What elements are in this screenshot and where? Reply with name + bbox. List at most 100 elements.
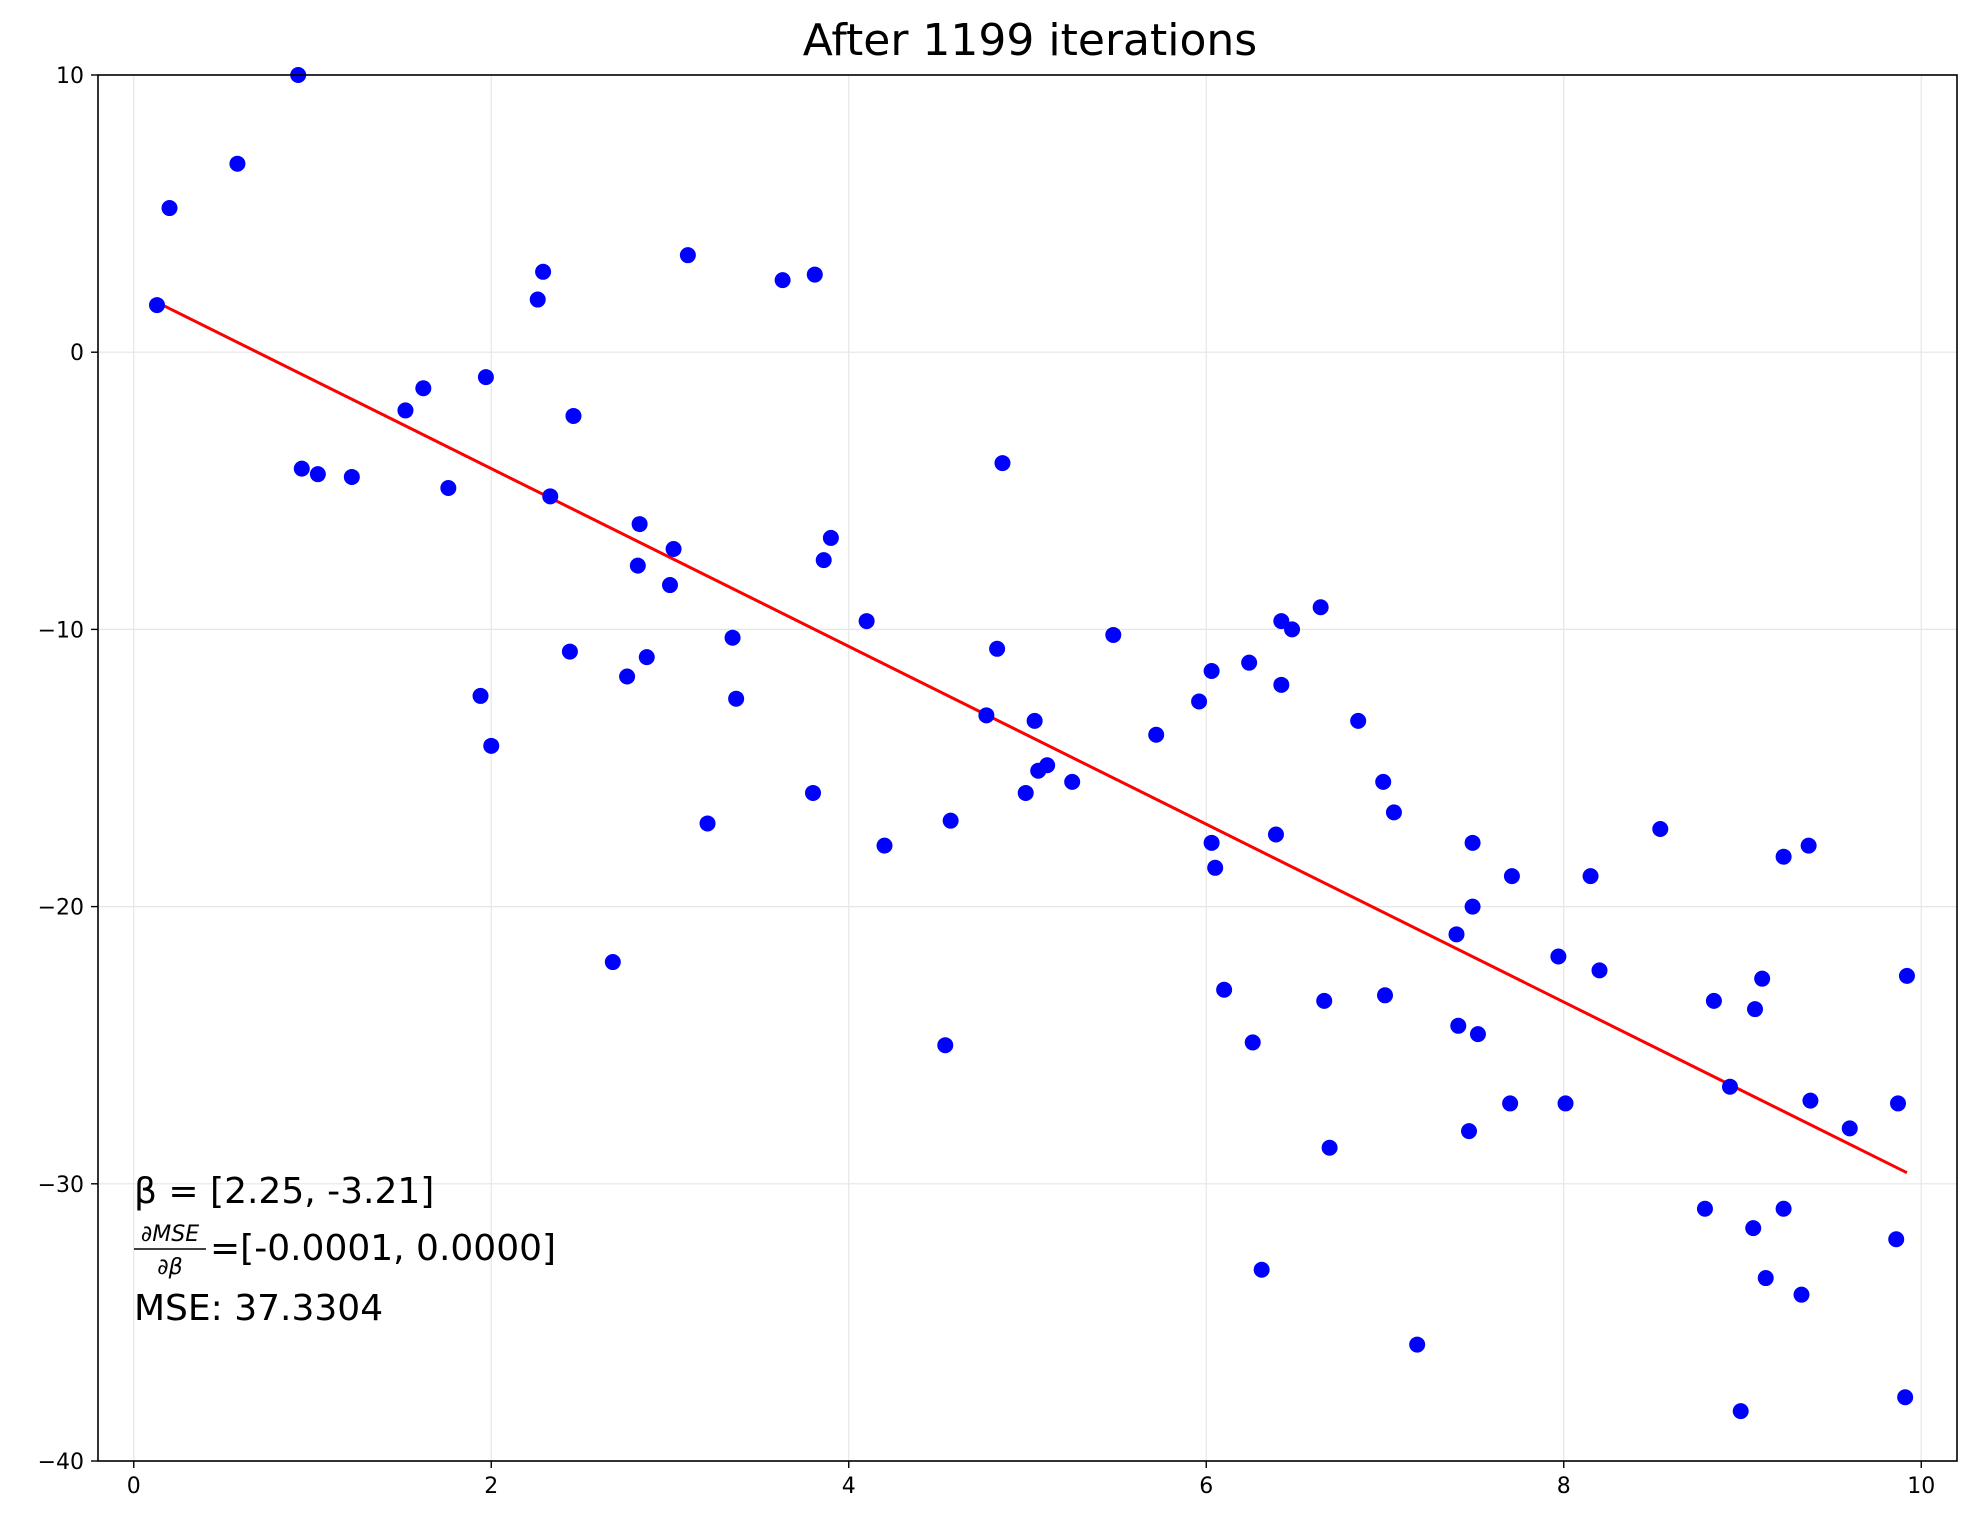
data-point bbox=[293, 460, 310, 477]
data-point bbox=[806, 266, 823, 283]
data-point bbox=[1591, 962, 1608, 979]
x-tick-label: 6 bbox=[1199, 1474, 1213, 1499]
data-point bbox=[1148, 726, 1165, 743]
data-point bbox=[1216, 981, 1233, 998]
data-point bbox=[1802, 1092, 1819, 1109]
x-tick-label: 10 bbox=[1907, 1474, 1935, 1499]
data-point bbox=[604, 954, 621, 971]
data-point bbox=[483, 737, 500, 754]
data-point bbox=[1350, 712, 1367, 729]
x-axis: 0 2 4 6 8 10 bbox=[127, 1461, 1935, 1499]
grid bbox=[98, 74, 1957, 1462]
data-point bbox=[343, 468, 360, 485]
data-point bbox=[858, 613, 875, 630]
data-point bbox=[1191, 693, 1208, 710]
y-tick-label: −40 bbox=[38, 1450, 84, 1475]
data-point bbox=[529, 291, 546, 308]
data-point bbox=[542, 488, 559, 505]
y-tick-label: −10 bbox=[38, 618, 84, 643]
data-point bbox=[1316, 992, 1333, 1009]
data-point bbox=[1754, 970, 1771, 987]
data-point bbox=[1503, 868, 1520, 885]
data-point bbox=[994, 455, 1011, 472]
data-point bbox=[1448, 926, 1465, 943]
y-tick-label: 10 bbox=[56, 64, 84, 89]
data-point bbox=[1557, 1095, 1574, 1112]
data-point bbox=[1652, 820, 1669, 837]
gradient-denominator: ∂β bbox=[157, 1255, 182, 1280]
data-point bbox=[662, 577, 678, 594]
data-point bbox=[679, 247, 696, 264]
y-tick-label: −20 bbox=[38, 896, 84, 921]
y-axis: −40 −30 −20 −10 0 10 bbox=[38, 64, 98, 1475]
data-point bbox=[724, 629, 741, 646]
data-point bbox=[1775, 1200, 1792, 1217]
data-point bbox=[1461, 1123, 1478, 1140]
data-point bbox=[565, 407, 582, 424]
data-point bbox=[440, 480, 457, 497]
chart-title: After 1199 iterations bbox=[803, 15, 1257, 66]
beta-annotation: β = [2.25, -3.21] bbox=[134, 1171, 434, 1212]
data-point bbox=[1039, 757, 1056, 774]
data-point bbox=[1409, 1336, 1426, 1353]
data-point bbox=[1203, 834, 1220, 851]
data-point bbox=[1890, 1095, 1907, 1112]
x-tick-label: 0 bbox=[127, 1474, 141, 1499]
data-point bbox=[774, 272, 791, 289]
data-point bbox=[942, 812, 959, 829]
mse-annotation: MSE: 37.3304 bbox=[134, 1288, 383, 1329]
data-point bbox=[1273, 676, 1290, 693]
data-point bbox=[699, 815, 716, 832]
data-point bbox=[1241, 654, 1258, 671]
data-point bbox=[1747, 1001, 1764, 1018]
data-point bbox=[1312, 599, 1329, 616]
data-point bbox=[1253, 1261, 1270, 1278]
data-point bbox=[937, 1037, 954, 1054]
data-point bbox=[629, 557, 646, 574]
data-point bbox=[477, 369, 494, 386]
data-point bbox=[1377, 987, 1393, 1004]
data-point bbox=[1841, 1120, 1858, 1137]
data-point bbox=[1732, 1403, 1749, 1420]
data-point bbox=[1793, 1286, 1810, 1303]
x-tick-label: 8 bbox=[1557, 1474, 1571, 1499]
data-point bbox=[1898, 967, 1915, 984]
data-point bbox=[1775, 848, 1792, 865]
fit-line-layer bbox=[156, 300, 1908, 1175]
data-point bbox=[1696, 1200, 1713, 1217]
data-point bbox=[989, 640, 1006, 657]
data-point bbox=[1375, 773, 1392, 790]
data-point bbox=[1757, 1270, 1774, 1287]
data-point bbox=[415, 380, 432, 397]
data-point bbox=[1888, 1231, 1905, 1248]
data-point bbox=[1105, 626, 1122, 643]
annotation-block: β = [2.25, -3.21] ∂MSE ∂β =[-0.0001, 0.0… bbox=[134, 1171, 556, 1329]
data-point bbox=[1464, 898, 1481, 915]
data-point bbox=[1721, 1078, 1738, 1095]
data-point bbox=[1469, 1026, 1486, 1043]
data-point bbox=[148, 297, 165, 314]
data-point bbox=[472, 687, 489, 704]
data-point bbox=[1244, 1034, 1261, 1051]
data-point bbox=[535, 263, 552, 280]
data-point bbox=[1582, 868, 1599, 885]
data-point bbox=[728, 690, 745, 707]
data-point bbox=[1017, 784, 1034, 801]
data-point bbox=[1267, 826, 1284, 843]
plot-frame bbox=[97, 74, 1958, 1462]
data-point bbox=[1203, 662, 1220, 679]
gradient-numerator: ∂MSE bbox=[141, 1222, 199, 1247]
data-point bbox=[1550, 948, 1567, 965]
gradient-values: =[-0.0001, 0.0000] bbox=[210, 1228, 556, 1269]
data-point bbox=[1464, 834, 1481, 851]
data-point bbox=[1321, 1139, 1338, 1156]
data-point bbox=[561, 643, 578, 660]
data-point bbox=[805, 784, 821, 801]
data-point bbox=[665, 541, 682, 558]
x-tick-label: 2 bbox=[484, 1474, 498, 1499]
data-point bbox=[1502, 1095, 1519, 1112]
data-point bbox=[1284, 621, 1301, 638]
data-point bbox=[1026, 712, 1043, 729]
